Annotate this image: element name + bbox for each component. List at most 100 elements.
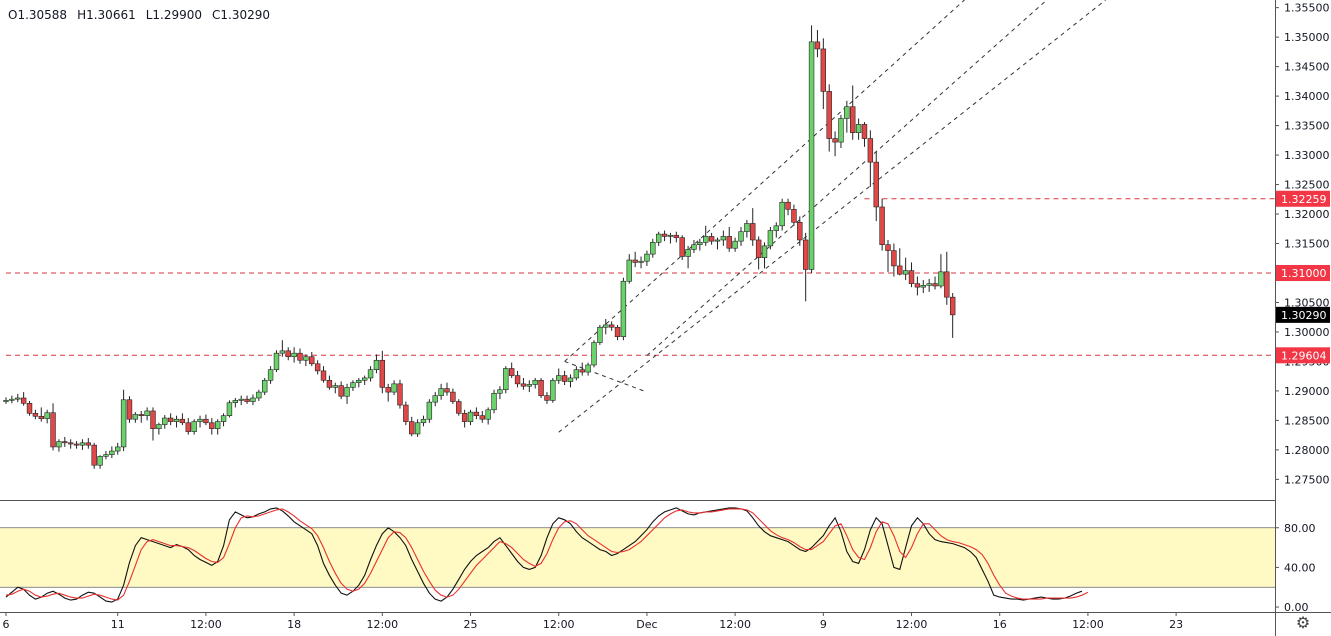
candle — [38, 407, 44, 422]
candle-body — [379, 359, 386, 388]
candle — [91, 442, 97, 469]
candle — [244, 395, 250, 404]
candle-body — [626, 259, 632, 282]
candle — [514, 370, 521, 388]
candle — [356, 377, 362, 388]
candle-body — [109, 450, 115, 455]
ohlc-close: C1.30290 — [212, 8, 271, 22]
candle — [132, 412, 139, 423]
candle-body — [367, 369, 374, 379]
candle-body — [409, 421, 415, 435]
candle — [597, 324, 603, 345]
candle — [855, 118, 862, 140]
candle-body — [432, 395, 438, 403]
candle — [697, 238, 703, 251]
candle-body — [232, 400, 239, 404]
candle — [44, 409, 50, 424]
candle-body — [244, 398, 250, 402]
time-tick-label: 12:00 — [366, 618, 398, 631]
candle-body — [426, 401, 433, 420]
price-tick-label: 1.28000 — [1284, 444, 1330, 457]
candle — [267, 366, 274, 384]
candle-body — [485, 409, 491, 420]
candle — [262, 377, 268, 396]
candle-body — [620, 280, 627, 337]
candle — [32, 409, 39, 420]
candle — [467, 409, 474, 426]
candle-body — [209, 422, 215, 429]
candle — [479, 410, 485, 423]
price-axis[interactable]: 1.275001.280001.285001.290001.295001.300… — [1275, 0, 1331, 636]
candle-body — [685, 249, 691, 257]
candle — [9, 395, 15, 404]
candle — [814, 30, 821, 58]
candle — [185, 418, 191, 435]
candle-body — [603, 324, 609, 328]
candle — [638, 256, 644, 269]
candle — [650, 238, 656, 258]
candle — [891, 243, 897, 277]
candle — [50, 403, 56, 451]
price-tick-label: 1.35500 — [1284, 2, 1330, 15]
candle — [820, 38, 827, 110]
candle-body — [297, 352, 303, 361]
candle-body — [544, 395, 550, 401]
price-tag-level — [1276, 347, 1330, 364]
candle — [614, 324, 621, 341]
candle-body — [897, 265, 903, 275]
candle-body — [926, 283, 932, 286]
price-tag-label: 1.31000 — [1281, 267, 1327, 280]
time-tick-label: 12:00 — [896, 618, 928, 631]
candle — [85, 438, 92, 449]
candle-body — [467, 411, 474, 422]
candle-body — [191, 421, 197, 432]
candle — [673, 231, 680, 243]
candle — [532, 377, 538, 389]
gear-icon[interactable]: ⚙ — [1295, 613, 1311, 632]
candle-body — [79, 442, 86, 446]
candle-body — [361, 377, 368, 381]
price-pane[interactable] — [3, 0, 1275, 469]
candle — [767, 227, 774, 250]
candle — [902, 257, 909, 281]
candle-body — [185, 422, 191, 432]
candle-body — [655, 233, 662, 243]
candle — [585, 362, 591, 376]
candle — [220, 413, 227, 427]
candle — [920, 280, 926, 294]
candle — [426, 399, 433, 423]
price-tag-label: 1.29604 — [1281, 349, 1327, 362]
candle — [162, 415, 168, 429]
candle-body — [873, 161, 879, 208]
candle-body — [267, 369, 274, 381]
time-axis[interactable]: 6 11 12:00 18 12:00 25 12:00 Dec 12:00 9 12:00 16 12… — [0, 612, 1331, 636]
candle-body — [20, 397, 27, 404]
price-tag-level — [1276, 264, 1330, 281]
candle — [367, 366, 374, 382]
candle — [497, 386, 503, 400]
candle — [56, 439, 62, 452]
candle-body — [844, 106, 850, 119]
candle-body — [150, 410, 156, 429]
candle — [473, 407, 480, 420]
candle — [644, 250, 650, 266]
candle-body — [832, 138, 838, 143]
stochastic-pane[interactable] — [0, 500, 1275, 603]
candle — [20, 392, 27, 406]
candle — [732, 237, 738, 252]
candle-body — [291, 352, 297, 358]
candle — [191, 419, 197, 435]
candle-body — [473, 411, 480, 416]
price-tick-label: 1.32000 — [1284, 208, 1330, 221]
candle-body — [650, 242, 656, 255]
candle — [167, 413, 174, 426]
candle-body — [273, 352, 280, 370]
candle — [738, 227, 744, 246]
candle-body — [597, 326, 603, 343]
candle-body — [214, 421, 221, 429]
time-tick-label: 12:00 — [719, 618, 751, 631]
candle-body — [132, 414, 139, 420]
stochastic-k-line — [5, 507, 1083, 603]
candle-body — [761, 245, 768, 258]
